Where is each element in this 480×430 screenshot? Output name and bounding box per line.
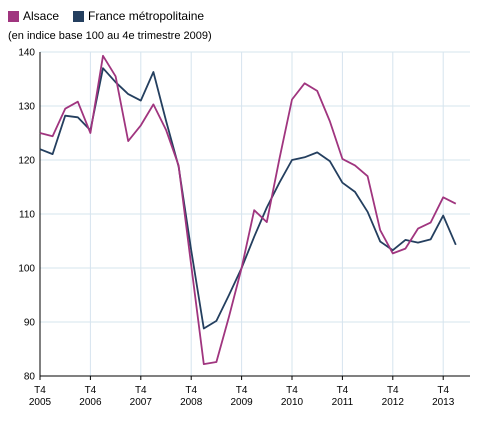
y-tick-label: 80 (24, 372, 36, 383)
y-tick-label: 90 (24, 318, 36, 329)
x-tick-label-year: 2013 (432, 397, 455, 408)
axes (39, 52, 470, 377)
y-tick-label: 100 (18, 264, 35, 275)
x-tick-label-quarter: T4 (236, 385, 248, 396)
x-tick-label-year: 2010 (281, 397, 304, 408)
legend-label-alsace: Alsace (23, 9, 60, 23)
x-tick-label-year: 2008 (180, 397, 203, 408)
x-tick-label-quarter: T4 (34, 385, 46, 396)
x-tick-label-quarter: T4 (85, 385, 97, 396)
legend-swatch-france (73, 10, 85, 22)
series-line-france[interactable] (39, 67, 457, 330)
x-tick-label-year: 2009 (230, 397, 253, 408)
x-tick-label-year: 2006 (79, 397, 102, 408)
y-axis-ticks: 80 90 100 110 120 130 140 (18, 48, 35, 383)
y-tick-label: 140 (18, 48, 35, 59)
x-tick-label-quarter: T4 (185, 385, 197, 396)
x-tick-label-year: 2012 (382, 397, 405, 408)
legend: Alsace France métropolitaine (8, 9, 218, 23)
x-tick-label-quarter: T4 (286, 385, 298, 396)
x-tick-label-year: 2007 (130, 397, 153, 408)
legend-item-alsace[interactable]: Alsace (8, 9, 59, 23)
legend-item-france[interactable]: France métropolitaine (73, 9, 204, 23)
y-tick-label: 120 (18, 156, 35, 167)
y-tick-label: 130 (18, 102, 35, 113)
x-tick-label-quarter: T4 (135, 385, 147, 396)
x-axis-ticks: T42005T42006T42007T42008T42009T42010T420… (29, 376, 455, 408)
x-tick-label-quarter: T4 (387, 385, 399, 396)
series-line-alsace[interactable] (39, 54, 457, 366)
x-tick-label-year: 2011 (332, 397, 354, 408)
x-tick-label-year: 2005 (29, 397, 52, 408)
legend-label-france: France métropolitaine (88, 9, 205, 23)
x-tick-label-quarter: T4 (437, 385, 449, 396)
chart-subtitle: (en indice base 100 au 4e trimestre 2009… (8, 30, 212, 42)
y-tick-label: 110 (19, 210, 35, 221)
series-lines (39, 54, 457, 366)
grid-lines (40, 51, 470, 376)
x-tick-label-quarter: T4 (337, 385, 349, 396)
legend-swatch-alsace (8, 10, 19, 22)
